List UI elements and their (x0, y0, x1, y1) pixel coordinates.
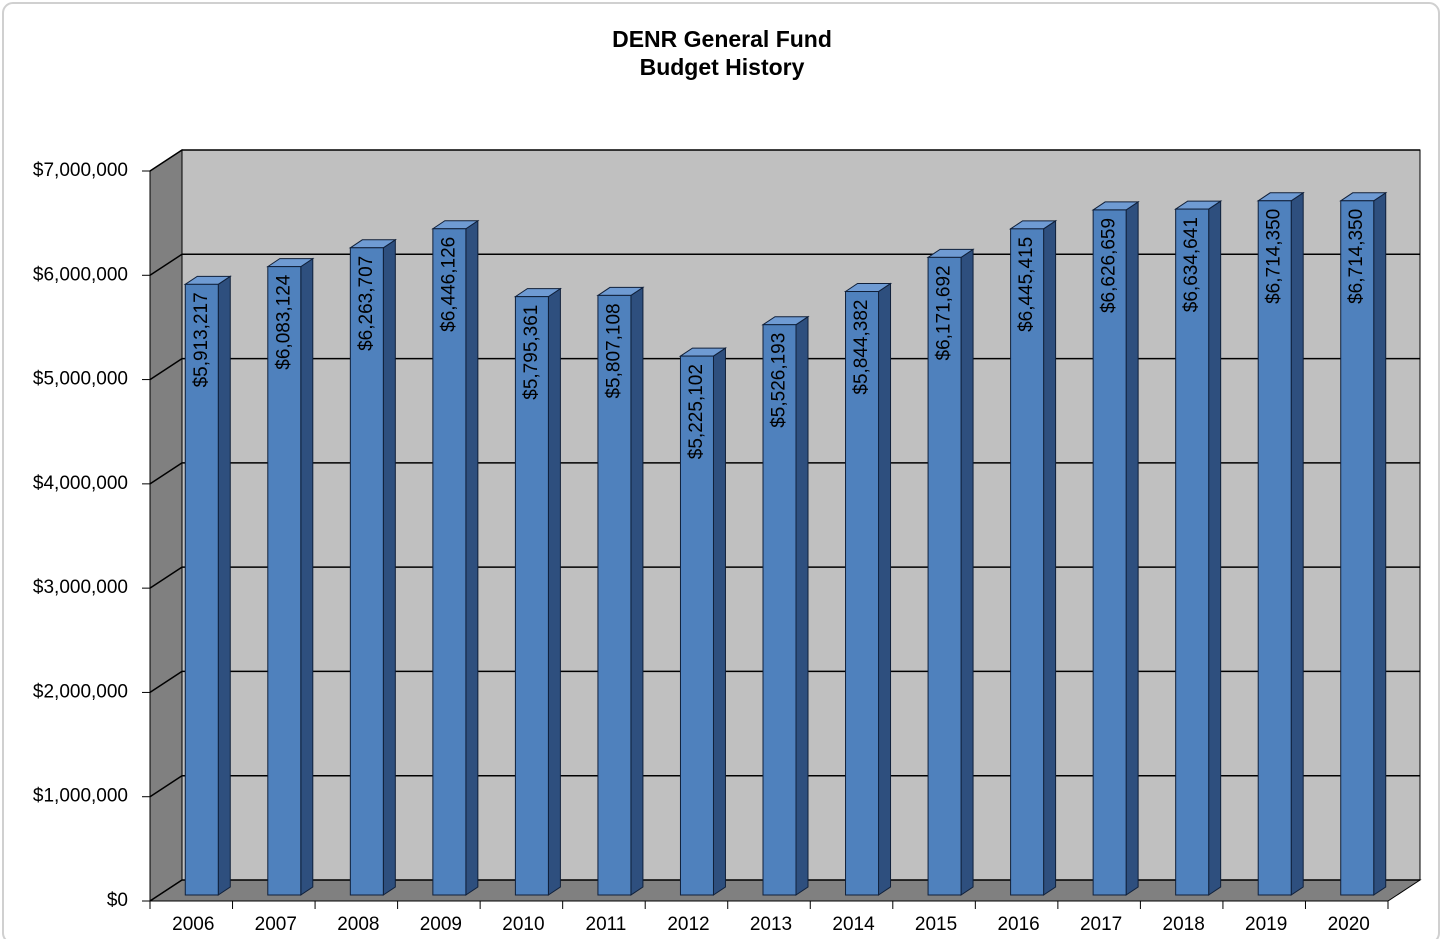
y-tick-label: $7,000,000 (33, 160, 128, 181)
x-tick-label: 2016 (997, 914, 1039, 935)
bar-side (465, 219, 479, 896)
grid-line (149, 774, 1420, 798)
bar (845, 291, 880, 896)
value-label: $6,626,659 (1099, 218, 1120, 313)
grid-line (149, 462, 1420, 485)
value-label: $5,225,102 (686, 364, 707, 459)
value-label: $6,083,124 (273, 274, 294, 370)
y-tick-label: $5,000,000 (33, 369, 128, 390)
y-tick-label: $0 (107, 890, 128, 911)
y-tick-label: $3,000,000 (33, 577, 128, 598)
value-label: $6,445,415 (1016, 237, 1037, 332)
bar (1092, 209, 1127, 896)
bar-side (795, 315, 809, 896)
bar-side (878, 282, 892, 896)
x-tick-label: 2012 (667, 914, 709, 935)
y-tick-label: $2,000,000 (33, 681, 128, 702)
value-label: $6,714,350 (1264, 209, 1285, 304)
bar (349, 247, 384, 896)
bar-side (382, 238, 396, 896)
x-tick-label: 2013 (750, 914, 792, 935)
bar-side (1290, 191, 1304, 896)
chart-title: DENR General Fund (612, 26, 832, 52)
bar (1257, 200, 1292, 896)
x-tick-label: 2015 (915, 914, 957, 935)
grid-line (149, 670, 1420, 694)
bar (927, 256, 962, 896)
value-label: $6,714,350 (1346, 209, 1367, 304)
value-label: $6,171,692 (934, 265, 955, 360)
bar (184, 283, 219, 896)
y-tick-label: $4,000,000 (33, 473, 128, 494)
side-wall (149, 149, 183, 902)
bar-side (1373, 191, 1387, 896)
x-tick-label: 2009 (420, 914, 462, 935)
x-tick-label: 2017 (1080, 914, 1122, 935)
grid-line (149, 566, 1420, 589)
bar-side (217, 275, 231, 896)
grid-line (149, 253, 1420, 276)
value-label: $5,807,108 (603, 303, 624, 398)
bar (267, 266, 302, 896)
x-tick-label: 2008 (337, 914, 379, 935)
bar (432, 228, 467, 896)
bar-side (300, 257, 314, 896)
bar-side (630, 286, 644, 896)
value-label: $5,795,361 (521, 305, 542, 400)
grid-line (149, 879, 1420, 902)
x-tick-label: 2018 (1163, 914, 1205, 935)
x-tick-label: 2011 (586, 914, 627, 935)
x-tick-label: 2019 (1245, 914, 1287, 935)
value-label: $5,913,217 (191, 292, 212, 387)
bar (1010, 228, 1045, 896)
y-tick-label: $1,000,000 (33, 786, 128, 807)
bar (514, 296, 549, 896)
value-label: $5,844,382 (851, 300, 872, 395)
bar-side (1043, 219, 1057, 896)
bar-side (1208, 200, 1222, 896)
grid-line (149, 357, 1420, 381)
value-label: $5,526,193 (769, 333, 790, 428)
x-tick-label: 2020 (1328, 914, 1370, 935)
bar-side (960, 248, 974, 896)
bar (1175, 208, 1210, 896)
value-label: $6,263,707 (356, 256, 377, 351)
bar-side (1125, 200, 1139, 896)
bar-side (712, 347, 726, 896)
grid-line (149, 149, 1420, 172)
bar (679, 355, 714, 896)
bar-side (547, 287, 561, 896)
chart-title: Budget History (640, 54, 805, 80)
x-tick-label: 2006 (172, 914, 214, 935)
value-label: $6,634,641 (1181, 217, 1202, 312)
bar (762, 324, 797, 896)
x-tick-label: 2007 (255, 914, 297, 935)
x-tick-label: 2010 (502, 914, 544, 935)
y-tick-label: $6,000,000 (33, 264, 128, 285)
bar (1340, 200, 1375, 896)
bar (597, 294, 632, 896)
x-tick-label: 2014 (832, 914, 875, 935)
value-label: $6,446,126 (438, 237, 459, 332)
